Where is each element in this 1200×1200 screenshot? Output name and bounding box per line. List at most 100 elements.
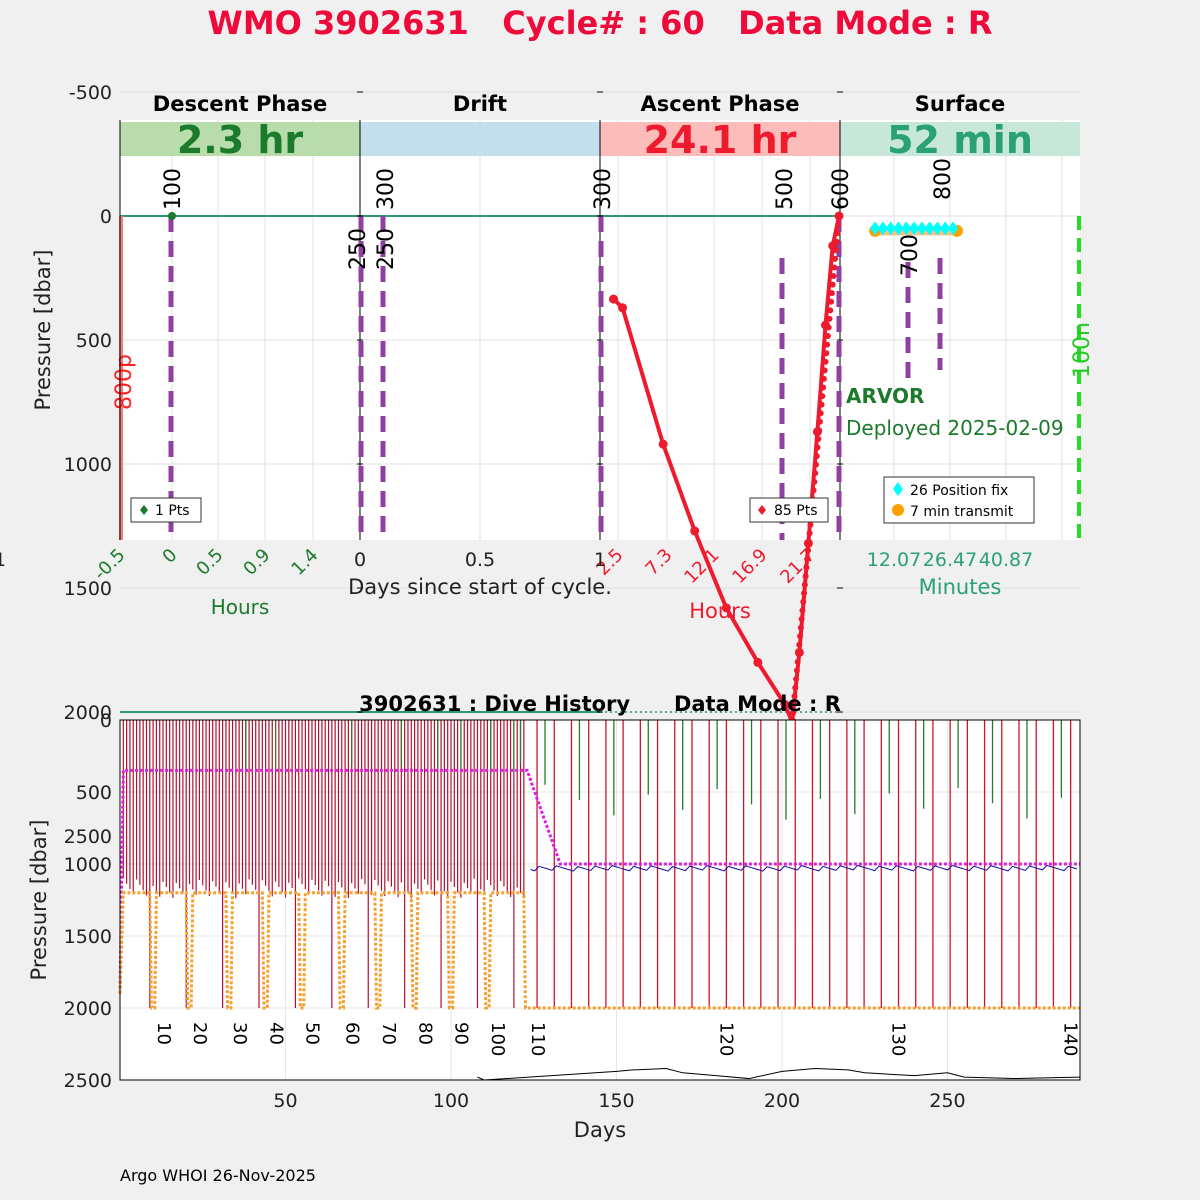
ascent-point	[811, 478, 818, 485]
phase-band-0	[120, 122, 360, 156]
ascent-point	[819, 393, 826, 400]
ascent-point	[795, 650, 802, 657]
ascent-point	[793, 676, 800, 683]
top-x-tick-label: 16.9	[728, 545, 771, 588]
ascent-point	[831, 264, 838, 271]
ascent-point	[821, 367, 828, 374]
position-fix-point	[916, 221, 927, 236]
ascent-point	[796, 641, 803, 648]
ascent-point	[813, 453, 820, 460]
ascent-point	[836, 213, 843, 219]
ascent-point	[814, 444, 821, 451]
cycle-number-label: 120	[715, 1022, 736, 1056]
ascent-point	[799, 607, 806, 614]
descent-x-unit: Hours	[211, 595, 270, 619]
legend-marker	[140, 505, 148, 515]
position-fix-point	[948, 221, 959, 236]
marker-label-250b: 250	[374, 228, 399, 270]
bottom-x-tick-label: 250	[929, 1090, 965, 1112]
ascent-point	[797, 624, 804, 631]
bottom-x-axis-label: Days	[574, 1118, 626, 1142]
top-x-tick-label: 0.5	[192, 545, 227, 580]
cycle-number-label: 40	[265, 1022, 286, 1045]
ascent-point	[807, 521, 814, 528]
ascent-point	[832, 255, 839, 262]
ascent-point	[721, 603, 731, 613]
position-fix-point	[870, 221, 881, 236]
ascent-point	[828, 290, 835, 297]
phase-duration-label: 52 min	[887, 118, 1033, 162]
top-x-tick-label: 12.07	[867, 549, 921, 571]
ascent-point	[806, 530, 813, 537]
phase-duration-label: 24.1 hr	[644, 118, 797, 162]
profile-pressure-line	[118, 891, 1080, 1010]
ascent-point	[826, 315, 833, 322]
ascent-point	[824, 341, 831, 348]
legend-marker	[758, 505, 766, 515]
marker-label-300: 300	[374, 168, 399, 210]
ascent-point	[833, 238, 840, 245]
ascent-point	[830, 273, 837, 280]
marker-label-800p: 800p	[112, 354, 137, 410]
ascent-point	[798, 616, 805, 623]
ascent-point	[802, 573, 809, 580]
ascent-point	[789, 710, 796, 717]
ascent-point	[820, 384, 827, 391]
ascent-point	[828, 298, 835, 305]
ascent-point	[801, 590, 808, 597]
position-fix-point	[909, 221, 920, 236]
ascent-legend: 85 Pts	[749, 497, 829, 523]
phase-title: Descent Phase	[153, 92, 327, 116]
ascent-point	[794, 658, 801, 665]
ascent-point	[816, 427, 823, 434]
bottom-plot-area	[120, 720, 1080, 1080]
bottom-x-tick-label: 200	[764, 1090, 800, 1112]
ascent-point	[816, 418, 823, 425]
cycle-number-label: 90	[451, 1022, 472, 1045]
cycle-number-label: 130	[888, 1022, 909, 1056]
ascent-point	[805, 538, 812, 545]
marker-label-300b: 300	[591, 168, 616, 210]
phase-band-3	[840, 122, 1080, 156]
phase-title: Surface	[915, 92, 1005, 116]
ascent-point	[812, 461, 819, 468]
ascent-point	[753, 657, 763, 667]
ascent-point	[780, 700, 790, 710]
surface-legend: 26 Position fix 7 min transmit	[883, 476, 1035, 524]
drift-x-unit: Days since start of cycle.	[348, 575, 612, 599]
bottom-y-tick-label: 2000	[64, 998, 112, 1020]
ascent-point	[834, 230, 841, 237]
bottom-y-tick-label: 500	[76, 782, 112, 804]
ascent-x-unit: Hours	[689, 599, 751, 623]
legend-box	[130, 497, 202, 523]
ascent-point	[658, 439, 668, 449]
bottom-plot-frame	[119, 719, 1081, 1081]
marker-label-500: 500	[773, 168, 798, 210]
bottom-y-tick-label: 2500	[64, 1070, 112, 1092]
ascent-point	[815, 435, 822, 442]
ascent-point	[801, 581, 808, 588]
ascent-point	[823, 350, 830, 357]
position-fix-point	[901, 221, 912, 236]
position-fix-point	[893, 221, 904, 236]
bottom-chart-title: 3902631 : Dive History Data Mode : R	[359, 692, 841, 716]
ascent-point	[618, 303, 628, 313]
top-y-tick-label: 1500	[64, 578, 112, 600]
top-y-tick-label: 2500	[64, 826, 112, 848]
cycle-number-label: 80	[414, 1022, 435, 1045]
top-x-tick-label: 0	[354, 549, 366, 571]
marker-label-600: 600	[829, 168, 854, 210]
ascent-profile-line	[612, 215, 841, 723]
top-x-tick-label: 1.4	[287, 545, 322, 580]
marker-label-100n: 100n	[1070, 322, 1095, 378]
ascent-point	[803, 564, 810, 571]
marker-label-100: 100	[161, 168, 186, 210]
position-fix-point	[877, 221, 888, 236]
legend-box	[883, 476, 1035, 524]
top-y-tick-label: -500	[69, 82, 112, 104]
marker-label-800: 800	[931, 158, 956, 200]
ascent-point	[822, 358, 829, 365]
ascent-point	[825, 324, 832, 331]
ascent-point	[690, 526, 700, 536]
top-y-tick-label: 2000	[64, 702, 112, 724]
